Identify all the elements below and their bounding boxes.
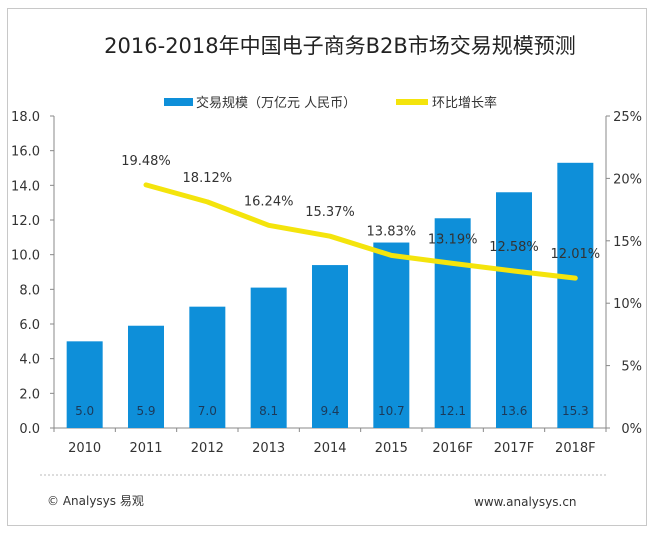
bar [66,341,103,428]
line-value-label: 12.58% [489,240,539,255]
line-value-label: 18.12% [183,171,233,186]
left-tick-label: 10.0 [11,249,40,264]
right-tick-label: 5% [621,360,642,375]
bar [434,218,471,428]
right-tick-label: 25% [613,110,642,125]
right-tick-label: 20% [613,172,642,187]
bar [189,306,226,428]
legend-swatch-bar [164,98,193,106]
right-tick-label: 15% [613,235,642,250]
left-tick-label: 12.0 [11,214,40,229]
chart-title: 2016-2018年中国电子商务B2B市场交易规模预测 [104,34,576,58]
bar [373,242,410,428]
bar-value-label: 9.4 [320,404,339,418]
bar-value-label: 8.1 [259,404,278,418]
bar-value-label: 13.6 [501,404,528,418]
line-value-label: 16.24% [244,194,294,209]
bar [128,325,164,428]
growth-rate-line [143,182,578,281]
bar-value-label: 12.1 [439,404,466,418]
bar [496,192,532,428]
right-tick-label: 10% [613,297,642,312]
line-value-label: 13.19% [428,232,478,247]
bar-value-label: 5.9 [136,404,155,418]
left-tick-label: 14.0 [11,179,40,194]
bar [312,265,348,428]
line-value-label: 13.83% [367,224,417,239]
x-tick-label: 2014 [313,441,346,456]
x-tick-label: 2018F [555,441,596,456]
x-tick-label: 2016F [432,441,473,456]
left-tick-label: 6.0 [19,318,40,333]
legend-swatch-line [396,99,428,105]
left-tick-label: 8.0 [19,283,40,298]
bar-value-label: 10.7 [378,404,405,418]
bar [557,162,594,429]
x-tick-label: 2010 [68,441,101,456]
bar-value-label: 15.3 [562,404,589,418]
line-value-label: 15.37% [305,205,355,220]
x-tick-label: 2011 [129,441,162,456]
bar [250,287,287,428]
left-tick-label: 18.0 [11,110,40,125]
bar-value-label: 5.0 [75,404,94,418]
left-tick-label: 2.0 [19,387,40,402]
x-tick-label: 2013 [252,441,285,456]
legend: 交易规模（万亿元 人民币） 环比增长率 [164,95,497,111]
bar-value-label: 7.0 [198,404,217,418]
line-value-label: 19.48% [121,154,171,169]
left-tick-label: 4.0 [19,353,40,368]
legend-label-line: 环比增长率 [432,95,497,111]
line-value-label: 12.01% [551,247,601,262]
chart-frame [7,8,647,526]
copyright-text: © Analysys 易观 [47,494,144,508]
left-tick-label: 0.0 [19,422,40,437]
right-tick-label: 0% [621,422,642,437]
source-url: www.analysys.cn [474,495,577,509]
x-tick-label: 2012 [191,441,224,456]
x-tick-label: 2017F [494,441,535,456]
x-tick-label: 2015 [375,441,408,456]
left-tick-label: 16.0 [11,145,40,160]
legend-label-bar: 交易规模（万亿元 人民币） [196,95,356,111]
